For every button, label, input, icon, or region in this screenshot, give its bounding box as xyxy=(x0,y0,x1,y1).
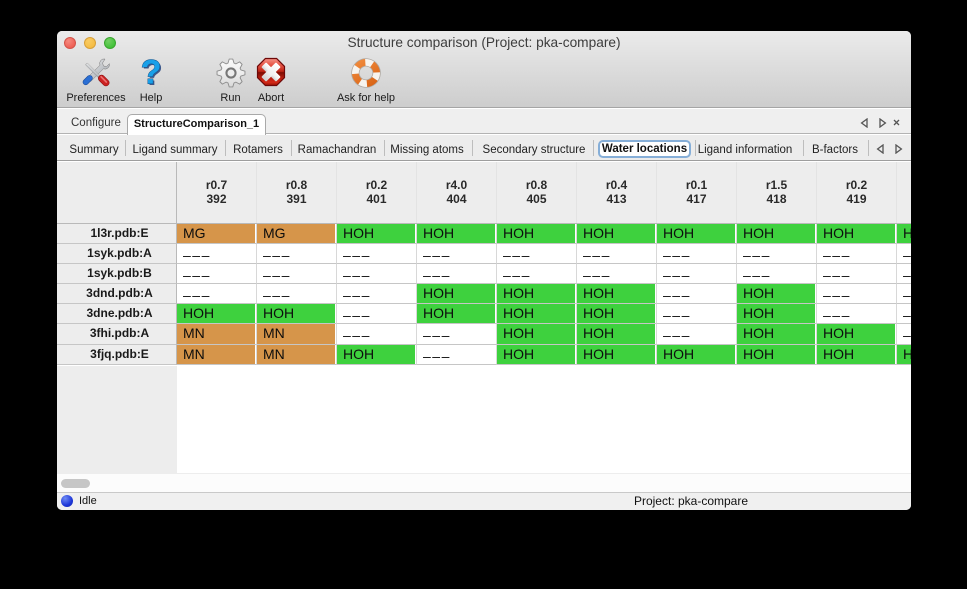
svg-text:?: ? xyxy=(142,55,163,89)
svg-text:?: ? xyxy=(141,55,162,89)
